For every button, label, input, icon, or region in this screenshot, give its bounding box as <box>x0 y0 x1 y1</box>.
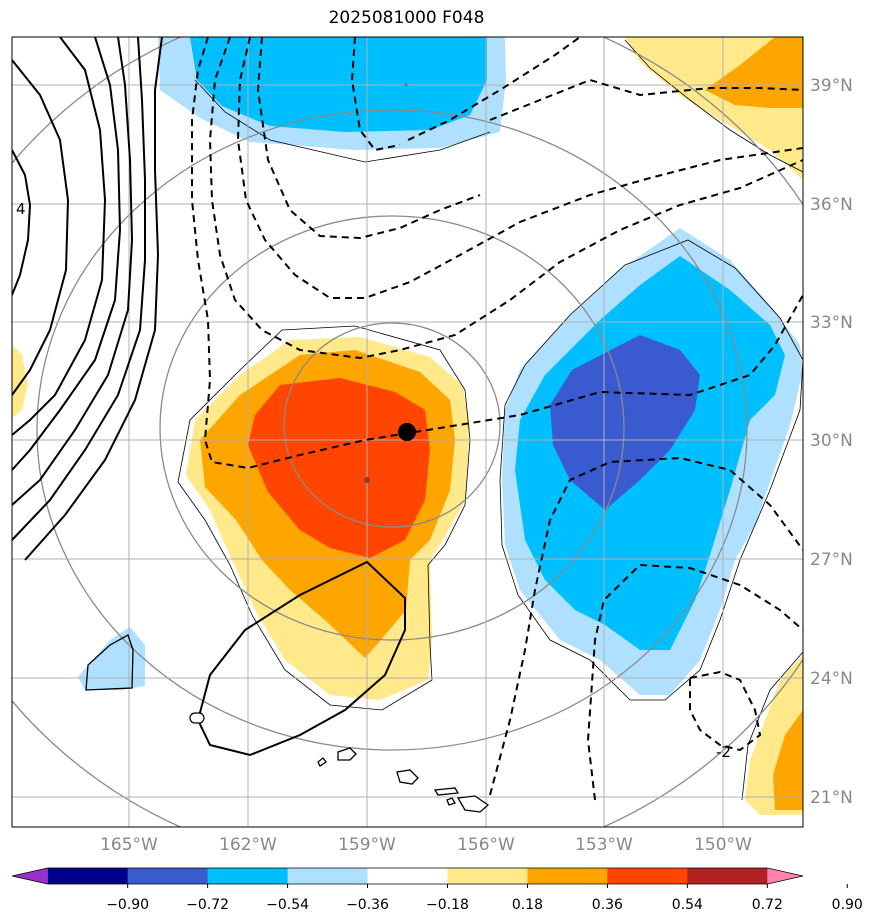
colorbar-segment <box>527 868 608 884</box>
thin-outlines <box>177 39 803 801</box>
storm-center-marker <box>398 423 416 441</box>
contour-label-0-box <box>189 712 205 724</box>
colorbar-segment <box>287 868 369 884</box>
colorbar-extend-high <box>767 868 803 884</box>
colorbar-tick-label: −0.90 <box>106 897 149 913</box>
lat-label-21n: 21°N <box>810 788 853 808</box>
lat-label-27n: 27°N <box>810 550 853 570</box>
small-marker-top <box>404 83 408 87</box>
west-blue-patch <box>78 627 145 690</box>
colorbar: −0.90 −0.72 −0.54 −0.36 −0.18 0.18 0.36 0.54 0.7… <box>11 867 863 913</box>
lat-label-33n: 33°N <box>810 313 853 333</box>
bottom-right-orange <box>773 710 803 810</box>
lon-label-150w: 150°W <box>694 835 752 855</box>
map-plot-area: 4 -2 <box>12 37 803 827</box>
left-edge-yellow <box>12 345 28 418</box>
lon-label-153w: 153°W <box>575 835 633 855</box>
colorbar-tick-label: −0.18 <box>426 897 469 913</box>
colorbar-outline <box>11 867 804 885</box>
central-red <box>248 378 430 558</box>
colorbar-segment <box>367 868 448 884</box>
colorbar-tick-label: 0.90 <box>832 897 863 913</box>
colorbar-tick-label: 0.36 <box>592 897 623 913</box>
colorbar-segment <box>607 868 688 884</box>
contour-label-neg2: -2 <box>716 743 731 761</box>
hawaiian-islands <box>317 747 490 813</box>
contour-label-4: 4 <box>16 200 26 218</box>
colorbar-segment <box>47 868 129 884</box>
lon-label-162w: 162°W <box>219 835 277 855</box>
colorbar-tick-label: 0.18 <box>512 897 543 913</box>
lat-label-36n: 36°N <box>810 195 853 215</box>
colorbar-tick-label: −0.72 <box>186 897 229 913</box>
latitude-labels: 39°N 36°N 33°N 30°N 27°N 24°N 21°N <box>810 76 853 808</box>
lon-label-165w: 165°W <box>100 835 158 855</box>
colorbar-segment <box>687 868 768 884</box>
lat-label-30n: 30°N <box>810 431 853 451</box>
lat-label-39n: 39°N <box>810 76 853 96</box>
graticule <box>12 37 803 827</box>
small-marker-center <box>364 477 370 483</box>
map-frame <box>11 36 804 828</box>
colorbar-segment <box>207 868 289 884</box>
colorbar-extend-low <box>12 868 48 884</box>
dashed-contours <box>191 37 803 801</box>
colorbar-tick-label: 0.54 <box>672 897 703 913</box>
colorbar-segment <box>127 868 209 884</box>
solid-contours <box>12 37 406 757</box>
lon-label-156w: 156°W <box>457 835 515 855</box>
range-rings <box>12 37 803 827</box>
colorbar-tick-label: 0.72 <box>752 897 783 913</box>
colorbar-tick-label: −0.54 <box>266 897 309 913</box>
lat-label-24n: 24°N <box>810 669 853 689</box>
shaded-anomalies <box>12 37 803 815</box>
colorbar-tick-label: −0.36 <box>346 897 389 913</box>
colorbar-segment <box>447 868 528 884</box>
longitude-labels: 165°W 162°W 159°W 156°W 153°W 150°W <box>100 835 752 855</box>
lon-label-159w: 159°W <box>338 835 396 855</box>
east-dark-blue <box>550 335 700 510</box>
map-title: 2025081000 F048 <box>328 8 485 28</box>
top-right-orange <box>705 37 803 108</box>
